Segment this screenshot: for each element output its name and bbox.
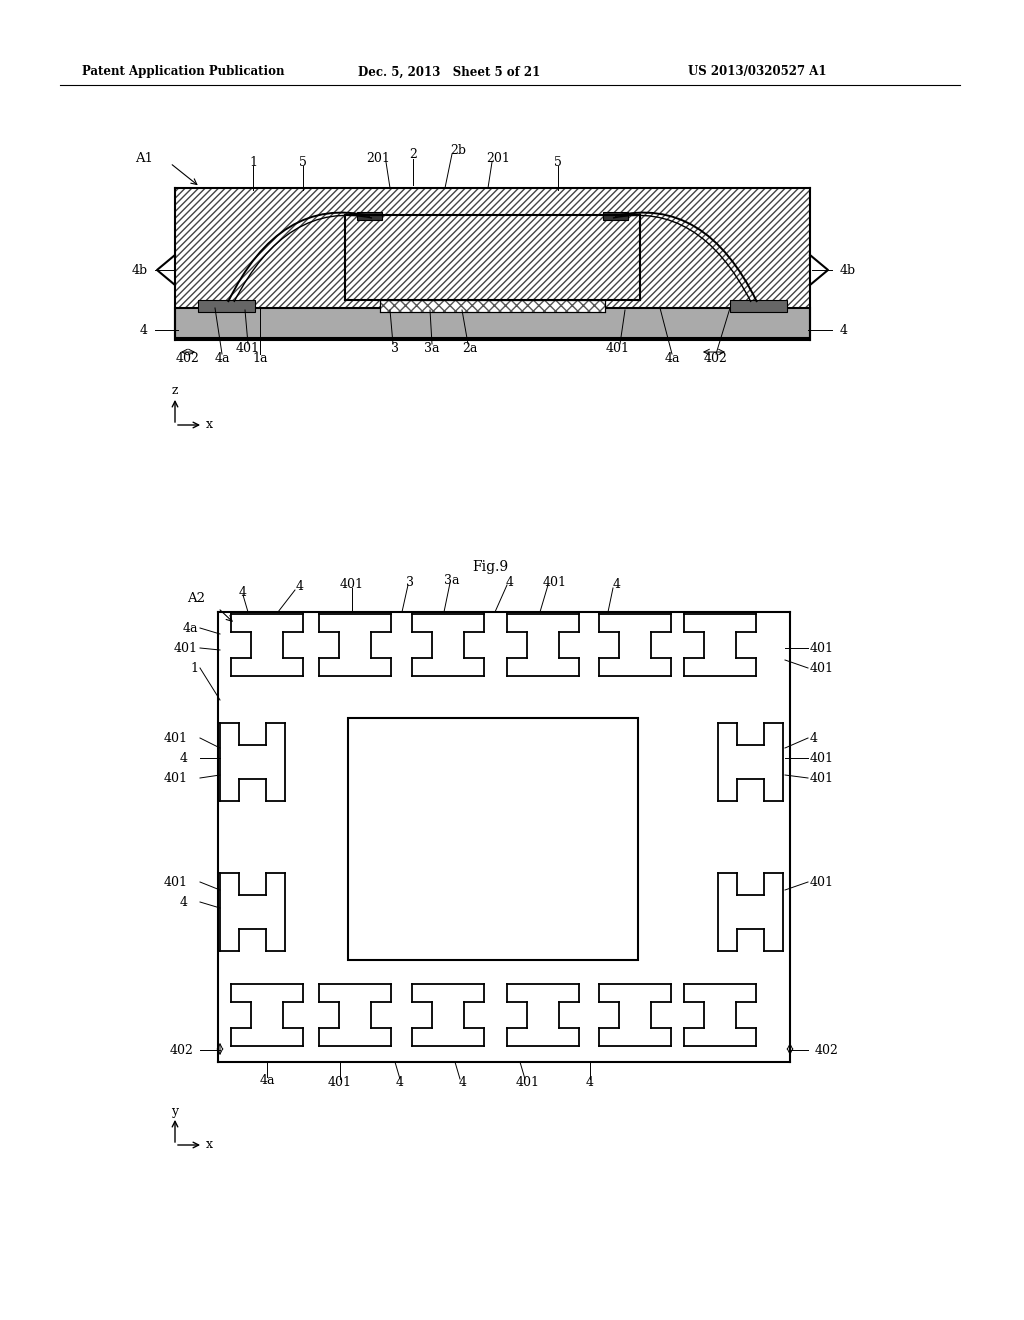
Text: 401: 401	[328, 1076, 352, 1089]
Text: 3: 3	[391, 342, 399, 355]
Text: z: z	[172, 384, 178, 397]
Text: 4: 4	[180, 751, 188, 764]
Text: 4: 4	[459, 1076, 467, 1089]
Text: 4b: 4b	[840, 264, 856, 276]
Text: 2: 2	[409, 149, 417, 161]
Bar	[380, 300, 605, 312]
Text: 5: 5	[554, 156, 562, 169]
Bar	[175, 308, 810, 338]
Text: y: y	[171, 1105, 178, 1118]
Bar	[380, 300, 605, 312]
Text: 3a: 3a	[444, 573, 460, 586]
Bar	[357, 213, 382, 220]
Bar	[175, 187, 810, 341]
Text: 3a: 3a	[424, 342, 439, 355]
Text: 402: 402	[169, 1044, 193, 1056]
Text: 402: 402	[815, 1044, 839, 1056]
Text: A2: A2	[187, 591, 205, 605]
Bar	[412, 983, 484, 1045]
Text: 401: 401	[543, 576, 567, 589]
Text: 4a: 4a	[214, 351, 229, 364]
Text: 4: 4	[140, 323, 148, 337]
Bar	[718, 723, 783, 801]
Text: 201: 201	[366, 152, 390, 165]
Text: Dec. 5, 2013   Sheet 5 of 21: Dec. 5, 2013 Sheet 5 of 21	[358, 66, 541, 78]
Bar	[603, 213, 628, 220]
Text: 401: 401	[164, 771, 188, 784]
Text: 4: 4	[296, 581, 304, 594]
Text: 4a: 4a	[182, 622, 198, 635]
Text: 401: 401	[174, 642, 198, 655]
Text: US 2013/0320527 A1: US 2013/0320527 A1	[688, 66, 826, 78]
Text: 4a: 4a	[665, 351, 680, 364]
Text: 402: 402	[176, 351, 200, 364]
Text: x: x	[206, 418, 213, 432]
Text: Fig.9: Fig.9	[472, 560, 508, 574]
Text: 401: 401	[606, 342, 630, 355]
Text: 401: 401	[340, 578, 364, 591]
Text: 401: 401	[810, 875, 834, 888]
Text: Patent Application Publication: Patent Application Publication	[82, 66, 285, 78]
Text: 4b: 4b	[132, 264, 148, 276]
Text: A1: A1	[135, 152, 153, 165]
Bar	[599, 983, 671, 1045]
Bar	[348, 718, 638, 960]
Text: 401: 401	[516, 1076, 540, 1089]
Text: 4: 4	[506, 576, 514, 589]
Text: 3: 3	[406, 576, 414, 589]
Text: 4: 4	[840, 323, 848, 337]
Bar	[175, 187, 810, 341]
Bar	[220, 723, 285, 801]
Bar	[412, 614, 484, 676]
Text: 401: 401	[164, 731, 188, 744]
Text: 401: 401	[164, 875, 188, 888]
Bar	[507, 983, 579, 1045]
Text: 401: 401	[810, 771, 834, 784]
Bar	[718, 873, 783, 950]
Text: 5: 5	[299, 156, 307, 169]
Text: 402: 402	[705, 351, 728, 364]
Text: 1a: 1a	[252, 351, 267, 364]
Text: 401: 401	[810, 661, 834, 675]
Bar	[319, 983, 391, 1045]
Text: 401: 401	[810, 751, 834, 764]
Text: 4a: 4a	[259, 1073, 274, 1086]
Bar	[730, 300, 787, 312]
Bar	[220, 873, 285, 950]
Text: 4: 4	[239, 586, 247, 598]
Text: 4: 4	[396, 1076, 404, 1089]
Text: 2b: 2b	[450, 144, 466, 157]
Text: 1: 1	[249, 156, 257, 169]
Text: 401: 401	[236, 342, 260, 355]
Bar	[684, 614, 756, 676]
Bar	[345, 215, 640, 300]
Bar	[198, 300, 255, 312]
Bar	[319, 614, 391, 676]
Text: 1: 1	[190, 661, 198, 675]
Text: 4: 4	[810, 731, 818, 744]
Bar	[684, 983, 756, 1045]
Text: x: x	[206, 1138, 213, 1151]
Text: 4: 4	[586, 1076, 594, 1089]
Bar	[231, 614, 303, 676]
Text: 2a: 2a	[462, 342, 477, 355]
Bar	[345, 215, 640, 300]
Bar	[507, 614, 579, 676]
Bar	[231, 983, 303, 1045]
Text: 4: 4	[180, 895, 188, 908]
Bar	[599, 614, 671, 676]
Text: 201: 201	[486, 152, 510, 165]
Text: 401: 401	[810, 642, 834, 655]
Text: 4: 4	[613, 578, 621, 591]
